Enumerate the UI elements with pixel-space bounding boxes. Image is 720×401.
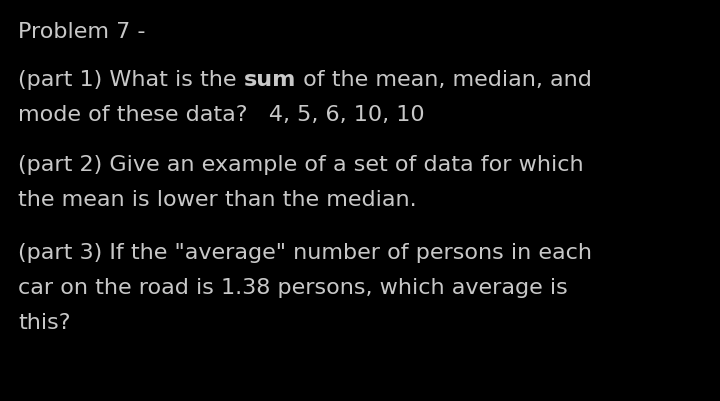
Text: the mean is lower than the median.: the mean is lower than the median. [18, 190, 417, 210]
Text: mode of these data?   4, 5, 6, 10, 10: mode of these data? 4, 5, 6, 10, 10 [18, 105, 425, 125]
Text: car on the road is 1.38 persons, which average is: car on the road is 1.38 persons, which a… [18, 278, 568, 298]
Text: (part 2) Give an example of a set of data for which: (part 2) Give an example of a set of dat… [18, 155, 584, 175]
Text: Problem 7 -: Problem 7 - [18, 22, 145, 42]
Text: of the mean, median, and: of the mean, median, and [296, 70, 592, 90]
Text: this?: this? [18, 313, 71, 333]
Text: sum: sum [243, 70, 296, 90]
Text: (part 1) What is the: (part 1) What is the [18, 70, 243, 90]
Text: (part 3) If the "average" number of persons in each: (part 3) If the "average" number of pers… [18, 243, 592, 263]
